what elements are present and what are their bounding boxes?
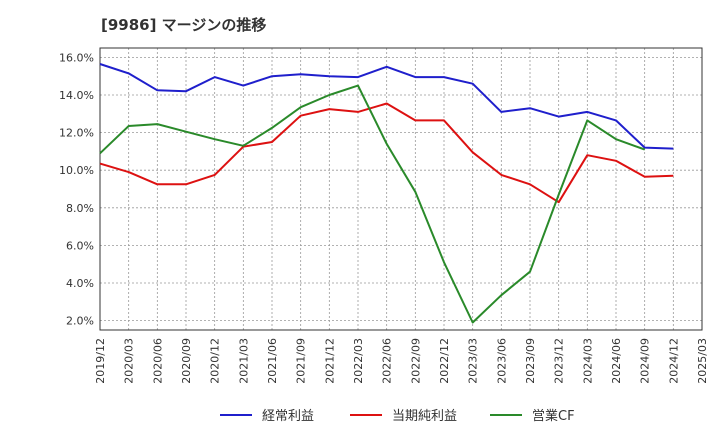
x-tick-label: 2023/09: [524, 338, 537, 384]
x-tick-label: 2023/06: [495, 338, 508, 384]
y-tick-label: 12.0%: [59, 127, 94, 140]
grid: [100, 48, 702, 330]
legend-label: 経常利益: [262, 409, 314, 424]
x-tick-label: 2024/03: [581, 338, 594, 384]
x-tick-label: 2020/09: [180, 338, 193, 384]
y-tick-label: 14.0%: [59, 89, 94, 102]
x-tick-label: 2021/09: [295, 338, 308, 384]
legend: 経常利益 当期純利益 営業CF: [220, 408, 575, 424]
x-axis-ticks: 2019/12 2020/03 2020/06 2020/09 2020/12 2021/…: [94, 338, 709, 384]
series-line-1: [99, 102, 674, 204]
x-tick-label: 2019/12: [94, 338, 107, 384]
x-tick-label: 2024/12: [667, 338, 680, 384]
chart-title: [9986] マージンの推移: [101, 16, 267, 34]
x-tick-label: 2021/03: [237, 338, 250, 384]
y-axis-ticks: 2.0% 4.0% 6.0% 8.0% 10.0% 12.0% 14.0% 16.0%: [59, 51, 94, 327]
x-tick-label: 2024/06: [610, 338, 623, 384]
y-tick-label: 6.0%: [66, 239, 94, 252]
x-tick-label: 2024/09: [639, 338, 652, 384]
y-tick-label: 4.0%: [66, 277, 94, 290]
x-tick-label: 2021/12: [323, 338, 336, 384]
x-tick-label: 2025/03: [696, 338, 709, 384]
legend-label: 営業CF: [532, 408, 575, 424]
x-tick-label: 2023/12: [553, 338, 566, 384]
series-line-0: [99, 63, 674, 150]
x-tick-label: 2020/03: [123, 338, 136, 384]
x-tick-label: 2022/09: [409, 338, 422, 384]
plot-frame: [99, 47, 703, 331]
series-line-2: [99, 84, 646, 324]
y-tick-label: 10.0%: [59, 164, 94, 177]
y-tick-label: 8.0%: [66, 202, 94, 215]
x-tick-label: 2022/06: [381, 338, 394, 384]
legend-label: 当期純利益: [392, 409, 457, 424]
x-tick-label: 2022/12: [438, 338, 451, 384]
x-tick-label: 2023/03: [467, 338, 480, 384]
series-lines: [99, 63, 674, 324]
y-tick-label: 2.0%: [66, 315, 94, 328]
x-tick-label: 2021/06: [266, 338, 279, 384]
x-tick-label: 2020/12: [209, 338, 222, 384]
x-tick-label: 2020/06: [151, 338, 164, 384]
x-tick-label: 2022/03: [352, 338, 365, 384]
y-tick-label: 16.0%: [59, 51, 94, 64]
